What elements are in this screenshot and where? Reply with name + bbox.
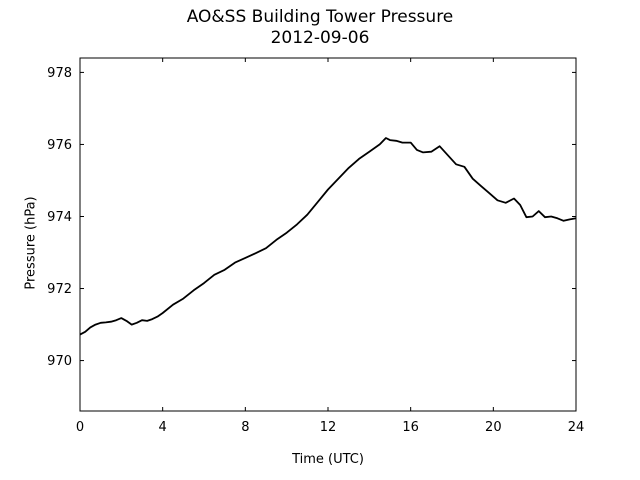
pressure-series-line	[79, 137, 577, 336]
x-tick-label: 20	[485, 420, 502, 435]
x-tick-label: 12	[320, 420, 337, 435]
y-axis-label: Pressure (hPa)	[23, 196, 39, 290]
x-tick-label: 0	[76, 420, 84, 435]
y-tick-label: 972	[47, 282, 72, 297]
x-tick-label: 16	[402, 420, 419, 435]
plot-area	[79, 57, 577, 412]
x-tick-label: 24	[568, 420, 585, 435]
y-axis-ticks: 970 972 974 976 978	[47, 66, 576, 369]
y-tick-label: 978	[47, 66, 72, 81]
x-axis-label: Time (UTC)	[292, 452, 364, 467]
y-tick-label: 970	[47, 354, 72, 369]
x-tick-label: 4	[159, 420, 167, 435]
chart-subtitle: 2012-09-06	[270, 28, 370, 48]
x-tick-label: 8	[241, 420, 249, 435]
y-tick-label: 976	[47, 138, 72, 153]
chart-title: AO&SS Building Tower Pressure	[186, 7, 454, 27]
x-axis-ticks: 0 4 8 12 16 20 24	[76, 58, 584, 435]
y-tick-label: 974	[47, 210, 72, 225]
